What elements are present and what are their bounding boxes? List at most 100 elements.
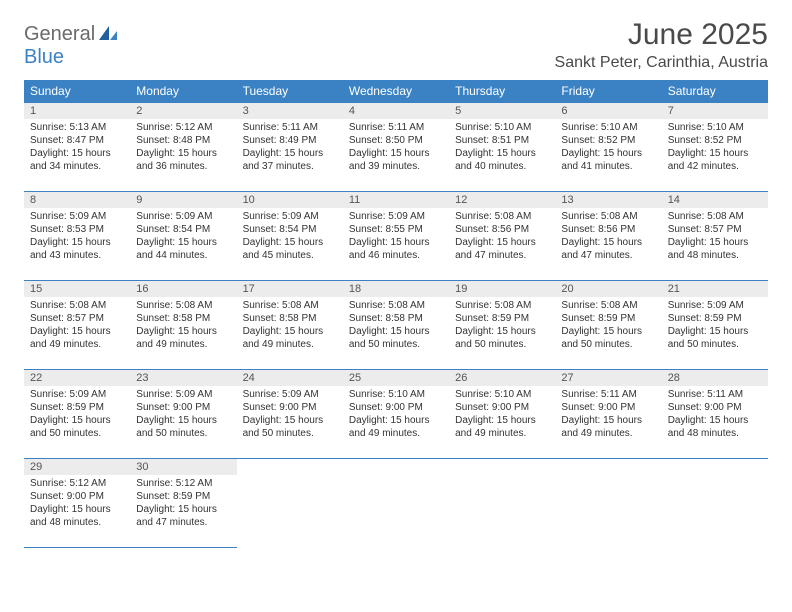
sunrise-text: Sunrise: 5:08 AM [136,299,230,312]
location: Sankt Peter, Carinthia, Austria [555,54,768,72]
sunset-text: Sunset: 8:53 PM [30,223,124,236]
sunset-text: Sunset: 9:00 PM [30,490,124,503]
day-number: 12 [449,192,555,208]
sunset-text: Sunset: 8:58 PM [349,312,443,325]
day-body: Sunrise: 5:10 AMSunset: 8:51 PMDaylight:… [449,119,555,177]
day-number: 16 [130,281,236,297]
day-body: Sunrise: 5:09 AMSunset: 8:53 PMDaylight:… [24,208,130,266]
day-body: Sunrise: 5:10 AMSunset: 8:52 PMDaylight:… [662,119,768,177]
daylight-text: Daylight: 15 hours and 45 minutes. [243,236,337,262]
sunrise-text: Sunrise: 5:11 AM [349,121,443,134]
sunrise-text: Sunrise: 5:09 AM [349,210,443,223]
sunrise-text: Sunrise: 5:08 AM [30,299,124,312]
sunrise-text: Sunrise: 5:09 AM [136,388,230,401]
day-cell: 14Sunrise: 5:08 AMSunset: 8:57 PMDayligh… [662,192,768,281]
day-cell: 17Sunrise: 5:08 AMSunset: 8:58 PMDayligh… [237,281,343,370]
sunset-text: Sunset: 8:59 PM [668,312,762,325]
day-cell: 5Sunrise: 5:10 AMSunset: 8:51 PMDaylight… [449,103,555,192]
weekday-header: Friday [555,80,661,103]
day-cell: 25Sunrise: 5:10 AMSunset: 9:00 PMDayligh… [343,370,449,459]
daylight-text: Daylight: 15 hours and 47 minutes. [561,236,655,262]
daylight-text: Daylight: 15 hours and 50 minutes. [30,414,124,440]
day-cell [343,459,449,548]
day-cell: 16Sunrise: 5:08 AMSunset: 8:58 PMDayligh… [130,281,236,370]
daylight-text: Daylight: 15 hours and 50 minutes. [455,325,549,351]
sunset-text: Sunset: 8:56 PM [455,223,549,236]
month-title: June 2025 [555,18,768,52]
day-cell: 28Sunrise: 5:11 AMSunset: 9:00 PMDayligh… [662,370,768,459]
sunrise-text: Sunrise: 5:09 AM [30,210,124,223]
day-body: Sunrise: 5:08 AMSunset: 8:57 PMDaylight:… [662,208,768,266]
daylight-text: Daylight: 15 hours and 49 minutes. [243,325,337,351]
sunrise-text: Sunrise: 5:08 AM [455,210,549,223]
sunrise-text: Sunrise: 5:11 AM [561,388,655,401]
sunrise-text: Sunrise: 5:08 AM [561,210,655,223]
sunset-text: Sunset: 8:47 PM [30,134,124,147]
sunrise-text: Sunrise: 5:08 AM [668,210,762,223]
day-cell: 23Sunrise: 5:09 AMSunset: 9:00 PMDayligh… [130,370,236,459]
weekday-header: Saturday [662,80,768,103]
logo-word2: Blue [24,46,64,68]
sunset-text: Sunset: 8:50 PM [349,134,443,147]
sunrise-text: Sunrise: 5:11 AM [668,388,762,401]
day-body: Sunrise: 5:08 AMSunset: 8:58 PMDaylight:… [130,297,236,355]
day-body: Sunrise: 5:08 AMSunset: 8:59 PMDaylight:… [555,297,661,355]
day-number: 7 [662,103,768,119]
sunset-text: Sunset: 8:55 PM [349,223,443,236]
day-number: 9 [130,192,236,208]
day-number: 28 [662,370,768,386]
day-cell: 30Sunrise: 5:12 AMSunset: 8:59 PMDayligh… [130,459,236,548]
day-number: 13 [555,192,661,208]
day-cell: 10Sunrise: 5:09 AMSunset: 8:54 PMDayligh… [237,192,343,281]
day-number: 1 [24,103,130,119]
day-body: Sunrise: 5:09 AMSunset: 8:55 PMDaylight:… [343,208,449,266]
day-cell: 21 Sunrise: 5:09 AMSunset: 8:59 PMDayligh… [662,281,768,370]
day-body: Sunrise: 5:11 AMSunset: 8:49 PMDaylight:… [237,119,343,177]
day-cell: 1Sunrise: 5:13 AMSunset: 8:47 PMDaylight… [24,103,130,192]
sunset-text: Sunset: 8:59 PM [30,401,124,414]
sunrise-text: Sunrise: 5:09 AM [136,210,230,223]
sunset-text: Sunset: 8:54 PM [243,223,337,236]
day-number: 25 [343,370,449,386]
sunset-text: Sunset: 8:49 PM [243,134,337,147]
day-cell: 6Sunrise: 5:10 AMSunset: 8:52 PMDaylight… [555,103,661,192]
weekday-header: Wednesday [343,80,449,103]
day-number: 21 [662,281,768,297]
day-cell: 26Sunrise: 5:10 AMSunset: 9:00 PMDayligh… [449,370,555,459]
sunset-text: Sunset: 8:56 PM [561,223,655,236]
daylight-text: Daylight: 15 hours and 48 minutes. [30,503,124,529]
day-body: Sunrise: 5:12 AMSunset: 8:59 PMDaylight:… [130,475,236,533]
week-row: 22Sunrise: 5:09 AMSunset: 8:59 PMDayligh… [24,370,768,459]
sunset-text: Sunset: 8:58 PM [136,312,230,325]
day-cell: 20Sunrise: 5:08 AMSunset: 8:59 PMDayligh… [555,281,661,370]
day-cell: 3Sunrise: 5:11 AMSunset: 8:49 PMDaylight… [237,103,343,192]
day-cell: 27Sunrise: 5:11 AMSunset: 9:00 PMDayligh… [555,370,661,459]
sunset-text: Sunset: 9:00 PM [136,401,230,414]
day-cell [237,459,343,548]
day-cell [662,459,768,548]
daylight-text: Daylight: 15 hours and 48 minutes. [668,414,762,440]
day-body: Sunrise: 5:08 AMSunset: 8:58 PMDaylight:… [237,297,343,355]
day-number: 5 [449,103,555,119]
day-cell: 18Sunrise: 5:08 AMSunset: 8:58 PMDayligh… [343,281,449,370]
logo-word1: General [24,23,95,45]
day-number: 18 [343,281,449,297]
day-body: Sunrise: 5:10 AMSunset: 9:00 PMDaylight:… [343,386,449,444]
daylight-text: Daylight: 15 hours and 50 minutes. [561,325,655,351]
sunrise-text: Sunrise: 5:12 AM [136,477,230,490]
sunrise-text: Sunrise: 5:08 AM [455,299,549,312]
sunrise-text: Sunrise: 5:08 AM [243,299,337,312]
day-body: Sunrise: 5:08 AMSunset: 8:59 PMDaylight:… [449,297,555,355]
day-cell [555,459,661,548]
day-number: 23 [130,370,236,386]
daylight-text: Daylight: 15 hours and 50 minutes. [349,325,443,351]
sunset-text: Sunset: 9:00 PM [349,401,443,414]
day-number: 22 [24,370,130,386]
daylight-text: Daylight: 15 hours and 50 minutes. [668,325,762,351]
day-body: Sunrise: 5:12 AMSunset: 9:00 PMDaylight:… [24,475,130,533]
day-cell: 24Sunrise: 5:09 AMSunset: 9:00 PMDayligh… [237,370,343,459]
day-body: Sunrise: 5:08 AMSunset: 8:58 PMDaylight:… [343,297,449,355]
sunrise-text: Sunrise: 5:09 AM [668,299,762,312]
day-body: Sunrise: 5:09 AMSunset: 8:54 PMDaylight:… [237,208,343,266]
day-number: 17 [237,281,343,297]
